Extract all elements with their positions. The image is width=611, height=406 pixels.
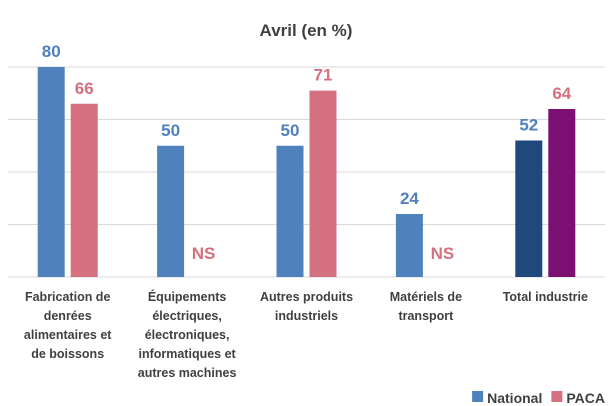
- x-tick-label-line: électroniques,: [145, 328, 230, 342]
- chart-title: Avril (en %): [260, 21, 353, 40]
- x-tick-label-line: Autres produits: [260, 290, 353, 304]
- x-tick-label-line: électriques,: [152, 309, 221, 323]
- legend-swatch: [472, 391, 484, 402]
- bar: [309, 90, 337, 277]
- bar: [157, 145, 185, 277]
- x-tick-label: Fabrication de denrées alimentaires et de b…: [24, 290, 112, 361]
- x-tick-label-line: Total industrie: [503, 290, 588, 304]
- x-tick-label-line: Matériels de: [390, 290, 462, 304]
- value-label: 80: [42, 42, 61, 61]
- value-label: NS: [431, 244, 455, 263]
- value-label: 50: [281, 121, 300, 140]
- value-label: 24: [400, 189, 419, 208]
- value-label: 64: [552, 84, 571, 103]
- x-tick-label-line: de boissons: [31, 347, 104, 361]
- value-label: 66: [75, 79, 94, 98]
- x-tick-label: Total industrie: [503, 290, 588, 304]
- x-tick-label-line: industriels: [275, 309, 338, 323]
- x-tick-label-line: autres machines: [138, 366, 237, 380]
- value-label: 52: [519, 116, 538, 135]
- x-tick-label-line: denrées: [44, 309, 92, 323]
- bar: [395, 214, 423, 277]
- x-tick-label: Matériels de transport: [390, 290, 462, 323]
- x-tick-label-line: transport: [398, 309, 454, 323]
- legend-label: PACA: [566, 390, 605, 406]
- bar: [37, 67, 65, 277]
- legend-label: National: [487, 390, 542, 406]
- x-tick-label-line: informatiques et: [138, 347, 236, 361]
- x-tick-label-line: alimentaires et: [24, 328, 112, 342]
- bar: [515, 140, 543, 277]
- x-tick-label: Autres produits industriels: [260, 290, 353, 323]
- x-tick-label-line: Fabrication de: [25, 290, 110, 304]
- legend-swatch: [551, 391, 563, 402]
- bar: [548, 109, 576, 277]
- value-label: 71: [314, 66, 333, 85]
- bar: [276, 145, 304, 277]
- x-tick-label-line: Équipements: [148, 289, 227, 304]
- x-tick-label: Équipements électriques, électroniques, inf…: [138, 289, 237, 380]
- bar: [70, 103, 98, 277]
- value-label: 50: [161, 121, 180, 140]
- value-label: NS: [192, 244, 216, 263]
